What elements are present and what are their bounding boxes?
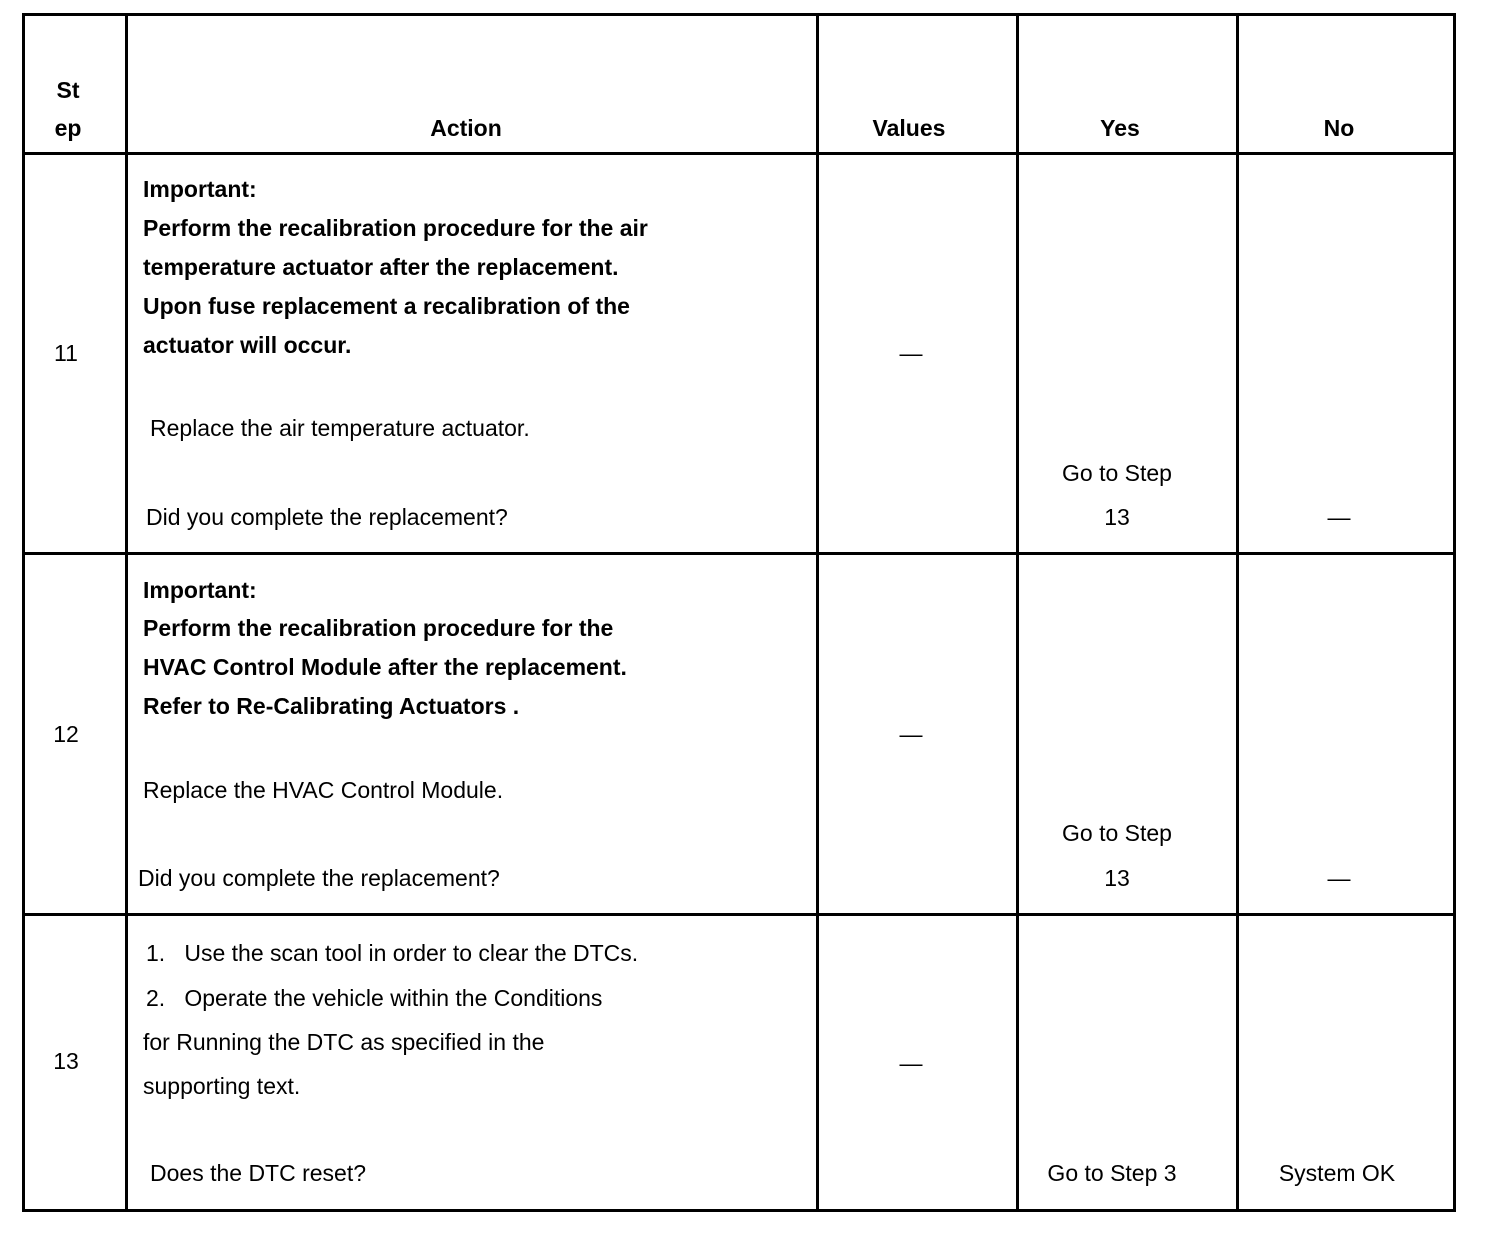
header-values: Values [872,115,946,141]
no-cell: System OK [1278,1160,1396,1186]
yes-link-line1: Go to Step [1062,460,1172,486]
list-item: 1. Use the scan tool in order to clear t… [146,940,639,966]
no-cell: — [1327,865,1351,891]
header-action: Action [430,115,502,141]
row-divider [22,913,1456,916]
yes-link-line1: Go to Step [1062,820,1172,846]
important-text: temperature actuator after the replaceme… [143,254,619,280]
question: Did you complete the replacement? [138,865,500,891]
important-text: actuator will occur. [143,332,352,358]
step-number: 11 [54,340,78,366]
header-step-line2: ep [54,115,82,141]
step-number: 13 [53,1048,79,1074]
important-text: Refer to Re-Calibrating Actuators . [143,693,520,719]
instruction: Replace the HVAC Control Module. [143,777,504,803]
header-divider [22,152,1456,155]
no-cell: — [1327,504,1351,530]
values-cell: — [899,340,923,366]
table-border-top [22,13,1456,16]
important-text: Perform the recalibration procedure for … [143,215,648,241]
header-step-line1: St [56,77,80,103]
important-text: HVAC Control Module after the replacemen… [143,654,627,680]
column-divider [1236,13,1239,1212]
list-item: 2. Operate the vehicle within the Condit… [146,985,603,1011]
yes-link-line2: 13 [1104,865,1130,891]
yes-link-line2: 13 [1104,504,1130,530]
table-border-bottom [22,1209,1456,1212]
important-label: Important: [143,577,257,603]
column-divider [22,13,25,1212]
values-cell: — [899,721,923,747]
values-cell: — [899,1050,923,1076]
list-item-continuation: for Running the DTC as specified in the [143,1029,545,1055]
column-divider [125,13,128,1212]
list-item-continuation: supporting text. [143,1073,301,1099]
question: Did you complete the replacement? [146,504,508,530]
column-divider [1016,13,1019,1212]
yes-link: Go to Step 3 [1047,1160,1177,1186]
header-yes: Yes [1100,115,1140,141]
important-text: Upon fuse replacement a recalibration of… [143,293,630,319]
header-no: No [1323,115,1355,141]
step-number: 12 [53,721,79,747]
question: Does the DTC reset? [150,1160,367,1186]
important-label: Important: [143,176,257,202]
column-divider [1453,13,1456,1212]
column-divider [816,13,819,1212]
row-divider [22,552,1456,555]
important-text: Perform the recalibration procedure for … [143,615,614,641]
instruction: Replace the air temperature actuator. [150,415,530,441]
